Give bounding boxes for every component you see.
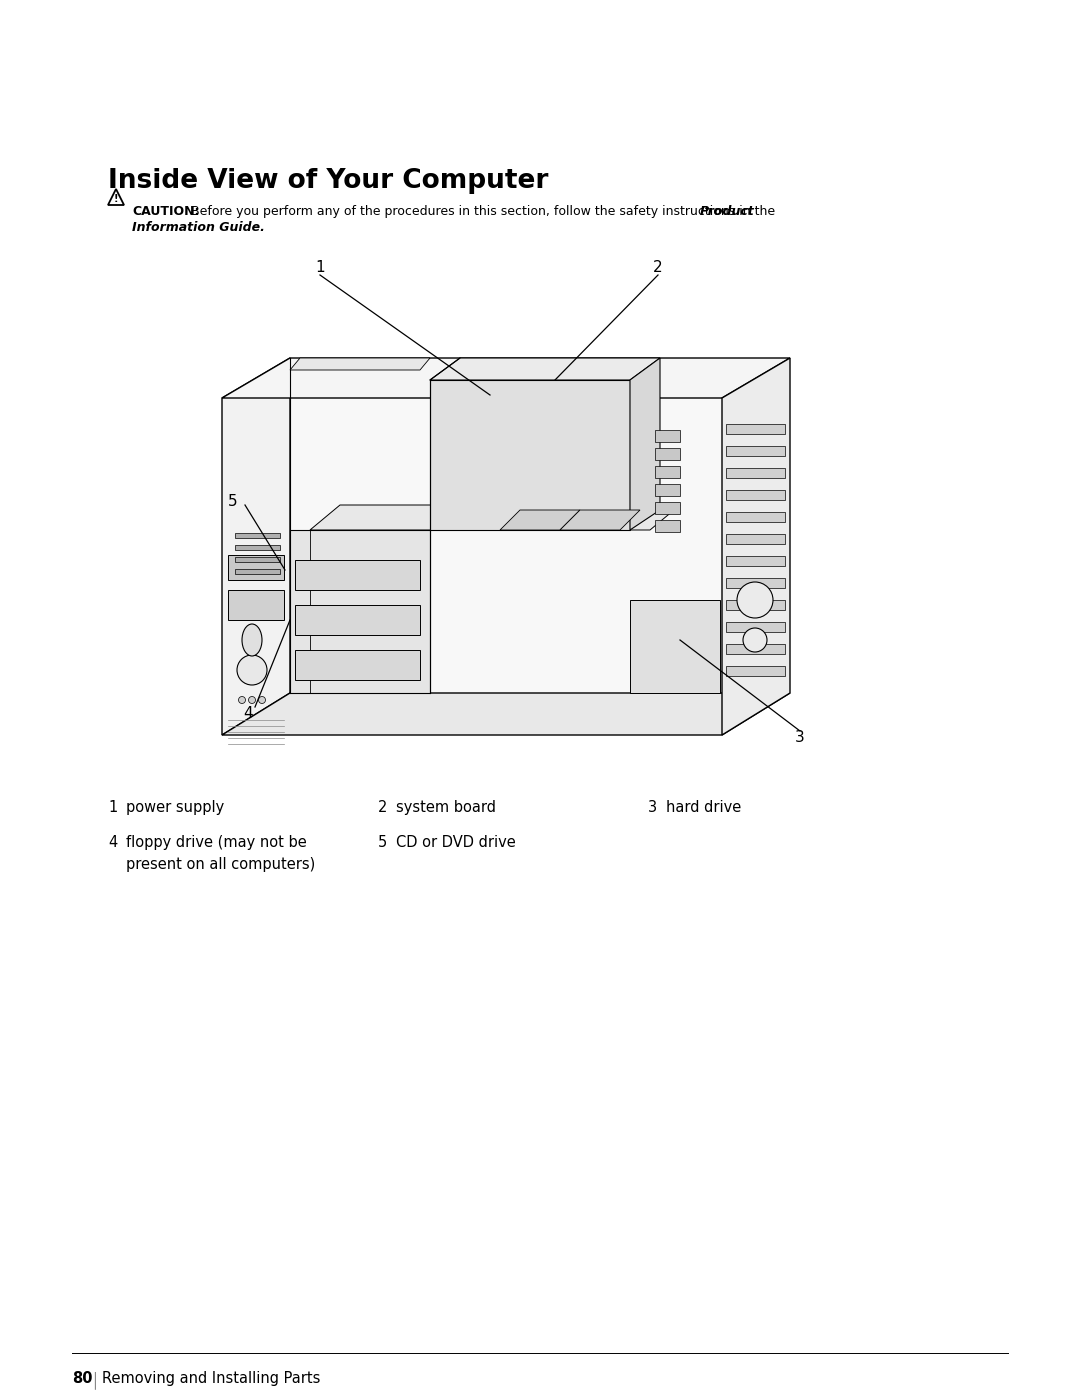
Text: 4: 4 xyxy=(243,707,253,721)
Circle shape xyxy=(737,583,773,617)
Text: 5: 5 xyxy=(228,495,238,510)
Polygon shape xyxy=(310,504,680,529)
Text: 1: 1 xyxy=(315,260,325,275)
Circle shape xyxy=(248,697,256,704)
Polygon shape xyxy=(228,555,284,580)
Text: 2: 2 xyxy=(653,260,663,275)
Polygon shape xyxy=(222,358,291,735)
Polygon shape xyxy=(222,358,789,398)
Text: Inside View of Your Computer: Inside View of Your Computer xyxy=(108,168,549,194)
Polygon shape xyxy=(228,590,284,620)
Text: hard drive: hard drive xyxy=(666,800,741,814)
Polygon shape xyxy=(726,578,785,588)
Ellipse shape xyxy=(242,624,262,657)
Polygon shape xyxy=(235,534,280,538)
Polygon shape xyxy=(630,599,720,693)
Polygon shape xyxy=(654,448,680,460)
Text: 3: 3 xyxy=(795,731,805,746)
Polygon shape xyxy=(235,557,280,562)
Polygon shape xyxy=(235,569,280,574)
Circle shape xyxy=(239,697,245,704)
Text: power supply: power supply xyxy=(126,800,225,814)
Polygon shape xyxy=(235,545,280,550)
Text: │: │ xyxy=(90,1370,98,1389)
Polygon shape xyxy=(726,468,785,478)
Polygon shape xyxy=(430,358,660,380)
Polygon shape xyxy=(726,599,785,610)
Polygon shape xyxy=(726,511,785,522)
Text: !: ! xyxy=(113,194,118,204)
Text: Product: Product xyxy=(700,205,755,218)
Polygon shape xyxy=(654,520,680,532)
Text: floppy drive (may not be
present on all computers): floppy drive (may not be present on all … xyxy=(126,835,315,872)
Polygon shape xyxy=(222,693,789,735)
Text: 4: 4 xyxy=(108,835,118,849)
Polygon shape xyxy=(654,467,680,478)
Polygon shape xyxy=(726,666,785,676)
Text: 3: 3 xyxy=(648,800,657,814)
Polygon shape xyxy=(295,650,420,680)
Polygon shape xyxy=(726,622,785,631)
Polygon shape xyxy=(561,510,640,529)
Polygon shape xyxy=(430,380,630,529)
Polygon shape xyxy=(726,490,785,500)
Polygon shape xyxy=(295,605,420,636)
Polygon shape xyxy=(295,560,420,590)
Polygon shape xyxy=(291,358,430,370)
Text: 2: 2 xyxy=(378,800,388,814)
Polygon shape xyxy=(654,502,680,514)
Text: Removing and Installing Parts: Removing and Installing Parts xyxy=(102,1370,321,1386)
Polygon shape xyxy=(654,483,680,496)
Text: system board: system board xyxy=(396,800,496,814)
Polygon shape xyxy=(726,556,785,566)
Polygon shape xyxy=(726,446,785,455)
Circle shape xyxy=(237,655,267,685)
Circle shape xyxy=(258,697,266,704)
Polygon shape xyxy=(726,425,785,434)
Polygon shape xyxy=(630,358,660,529)
Circle shape xyxy=(743,629,767,652)
Text: Information Guide.: Information Guide. xyxy=(132,221,265,235)
Polygon shape xyxy=(500,510,580,529)
Polygon shape xyxy=(291,529,430,693)
Text: CD or DVD drive: CD or DVD drive xyxy=(396,835,516,849)
Text: 80: 80 xyxy=(72,1370,93,1386)
Polygon shape xyxy=(291,358,789,693)
Polygon shape xyxy=(726,534,785,543)
Polygon shape xyxy=(726,644,785,654)
Text: 5: 5 xyxy=(378,835,388,849)
Polygon shape xyxy=(723,358,789,735)
Text: 1: 1 xyxy=(108,800,118,814)
Text: Before you perform any of the procedures in this section, follow the safety inst: Before you perform any of the procedures… xyxy=(187,205,779,218)
Polygon shape xyxy=(654,430,680,441)
Text: CAUTION:: CAUTION: xyxy=(132,205,200,218)
